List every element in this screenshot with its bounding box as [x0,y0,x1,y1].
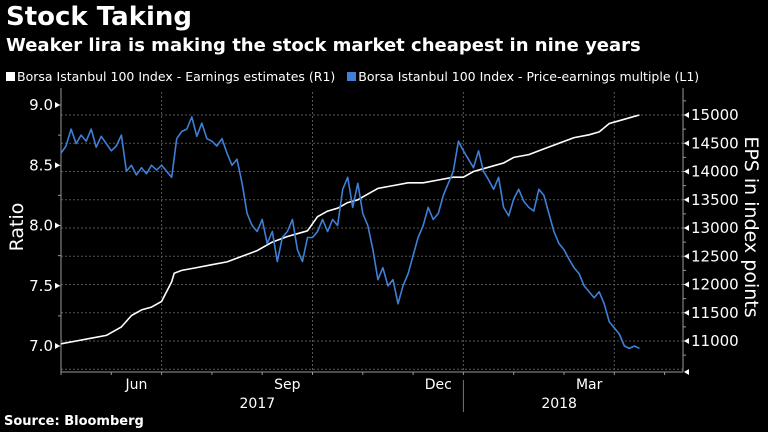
left-tick-marker [55,162,60,169]
x-tick-label: Jun [125,377,148,393]
left-tick-label: 8.5 [29,156,53,174]
right-tick-marker [684,196,689,203]
right-tick-marker [684,140,689,147]
left-tick-marker [55,102,60,108]
x-year-label: 2017 [240,396,276,412]
right-tick-marker [684,338,689,344]
left-tick-marker [55,282,60,289]
right-tick-marker [684,281,689,288]
left-tick-label: 8.0 [29,217,53,235]
right-tick-label: 12000 [691,276,739,294]
grid-lines [61,92,683,372]
legend-swatch-pe [347,72,357,81]
right-tick-marker [684,168,689,175]
chart-title: Stock Taking [6,2,193,32]
axis-labels: 9.0 8.5 8.0 7.5 7.0 15000 14500 14000 13500 13000… [29,96,739,412]
series-group [60,114,640,350]
earnings-estimates-line [60,114,640,345]
pe-multiple-line [60,116,640,350]
left-tick-label: 7.0 [29,337,53,355]
x-year-label: 2018 [541,396,577,412]
legend-item-earnings: Borsa Istanbul 100 Index - Earnings esti… [6,69,335,84]
left-tick-marker [55,343,60,349]
x-tick-label: Dec [425,377,452,393]
left-tick-label: 9.0 [29,96,53,114]
left-axis-title: Ratio [6,203,28,252]
x-tick-label: Mar [576,377,603,393]
right-tick-label: 11500 [691,304,739,322]
right-tick-marker [684,309,689,316]
left-tick-label: 7.5 [29,277,53,295]
axes [55,88,689,412]
right-tick-label: 14000 [691,163,739,181]
right-axis-title: EPS in index points [740,136,762,317]
right-tick-label: 13500 [691,191,739,209]
right-tick-marker [684,225,689,231]
right-tick-label: 14500 [691,134,739,152]
right-tick-marker [684,253,689,260]
right-tick-label: 11000 [691,332,739,350]
legend-swatch-earnings [6,72,15,81]
right-tick-marker [684,112,689,118]
right-tick-label: 15000 [691,106,739,124]
legend-item-pe: Borsa Istanbul 100 Index - Price-earning… [347,69,699,84]
right-tick-label: 13000 [691,219,739,237]
chart-subtitle: Weaker lira is making the stock market c… [6,35,641,56]
right-tick-label: 12500 [691,247,739,265]
chart-legend: Borsa Istanbul 100 Index - Earnings esti… [6,69,707,84]
x-tick-label: Sep [274,377,301,393]
right-axis-end-marker [684,369,689,375]
legend-label-pe: Borsa Istanbul 100 Index - Price-earning… [358,69,700,84]
legend-label-earnings: Borsa Istanbul 100 Index - Earnings esti… [17,69,336,84]
source-note: Source: Bloomberg [4,414,144,429]
left-tick-marker [55,222,60,229]
